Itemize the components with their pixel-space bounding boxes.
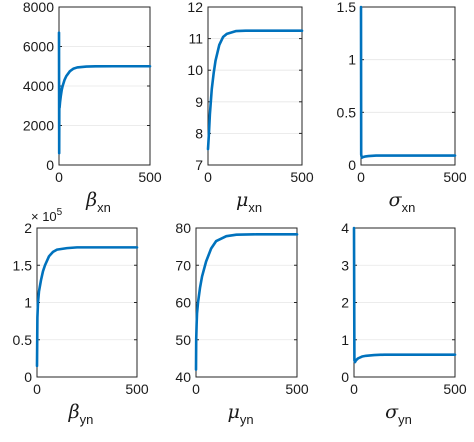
y-tick-label: 80	[175, 220, 191, 236]
y-exponent-label: × 105	[31, 207, 63, 224]
y-tick-label: 7	[195, 157, 203, 173]
x-axis-label-subscript: xn	[97, 200, 111, 215]
axes-frame	[360, 6, 456, 166]
y-tick-label: 2000	[23, 118, 54, 134]
subplot-5: 40 50 60 70 80 0 500 μyn	[175, 220, 308, 427]
subplot-6: 0 1 2 3 4 0 500 σyn	[341, 220, 467, 427]
x-axis-label-subscript: xn	[248, 200, 262, 215]
y-tick-label: 6000	[23, 39, 54, 55]
y-tick-label: 1	[348, 52, 356, 68]
y-tick-label: 1	[341, 332, 349, 348]
series-line	[206, 29, 304, 151]
y-tick-label: 9	[195, 94, 203, 110]
x-axis-label-symbol: μ	[227, 401, 239, 423]
y-tick-label: 70	[175, 257, 191, 273]
x-axis-label-subscript: yn	[240, 412, 254, 427]
x-tick-label: 0	[192, 381, 200, 397]
series-line	[359, 5, 457, 159]
x-tick-label: 500	[443, 169, 467, 185]
x-tick-label: 500	[285, 381, 309, 397]
y-tick-label: 50	[175, 332, 191, 348]
y-tick-label: 8000	[23, 0, 54, 15]
y-tick-label: 0.5	[13, 332, 33, 348]
series-line	[352, 226, 457, 364]
x-axis-label: βyn	[68, 401, 94, 427]
y-tick-label: 10	[187, 62, 203, 78]
series-line	[35, 246, 139, 368]
x-axis-label-subscript: yn	[80, 412, 94, 427]
x-tick-label: 500	[443, 381, 467, 397]
axes-frame	[207, 6, 303, 166]
y-tick-label: 12	[187, 0, 203, 15]
y-tick-label: 2	[341, 295, 349, 311]
x-tick-label: 0	[55, 169, 63, 185]
y-tick-label: 40	[175, 369, 191, 385]
x-axis-label: μyn	[227, 401, 253, 427]
y-tick-label: 1.5	[337, 0, 357, 15]
y-tick-label: 0	[24, 369, 32, 385]
x-tick-label: 0	[204, 169, 212, 185]
y-exponent-base: × 10	[31, 209, 57, 224]
x-tick-label: 500	[138, 169, 162, 185]
x-tick-label: 0	[350, 381, 358, 397]
y-tick-label: 1.5	[13, 257, 33, 273]
x-tick-label: 500	[290, 169, 314, 185]
x-axis-label: σyn	[385, 401, 412, 427]
y-tick-label: 0.5	[337, 104, 357, 120]
x-axis-label: μxn	[236, 189, 262, 215]
y-tick-label: 8	[195, 125, 203, 141]
x-axis-label-symbol: σ	[389, 189, 403, 211]
y-tick-label: 11	[188, 31, 203, 47]
x-axis-label-symbol: β	[85, 189, 97, 211]
x-axis-label-symbol: β	[68, 401, 80, 423]
subplot-1: 0 2000 4000 6000 8000 0 500 βxn	[23, 0, 162, 215]
y-exponent-power: 5	[57, 207, 63, 218]
series-line	[57, 31, 152, 155]
x-axis-label-subscript: yn	[398, 412, 412, 427]
subplot-3: 0 0.5 1 1.5 0 500 σxn	[337, 0, 467, 215]
y-tick-label: 2	[24, 220, 32, 236]
y-tick-label: 3	[341, 257, 349, 273]
y-tick-label: 0	[341, 369, 349, 385]
y-tick-label: 4000	[23, 78, 54, 94]
x-axis-label-subscript: xn	[402, 200, 416, 215]
subplot-4: 0 0.5 1 1.5 2 0 500 × 105 βyn	[13, 207, 149, 427]
x-tick-label: 500	[125, 381, 149, 397]
x-axis-label: βxn	[85, 189, 111, 215]
y-tick-label: 4	[341, 220, 349, 236]
y-tick-label: 0	[348, 157, 356, 173]
x-tick-label: 0	[357, 169, 365, 185]
y-tick-label: 0	[46, 157, 54, 173]
series-line	[194, 233, 299, 371]
y-tick-label: 1	[24, 295, 32, 311]
x-axis-label-symbol: σ	[385, 401, 399, 423]
y-tick-label: 60	[175, 295, 191, 311]
x-axis-label: σxn	[389, 189, 416, 215]
x-axis-label-symbol: μ	[236, 189, 248, 211]
subplot-2: 7 8 9 10 11 12 0 500 μxn	[187, 0, 313, 215]
x-tick-label: 0	[33, 381, 41, 397]
